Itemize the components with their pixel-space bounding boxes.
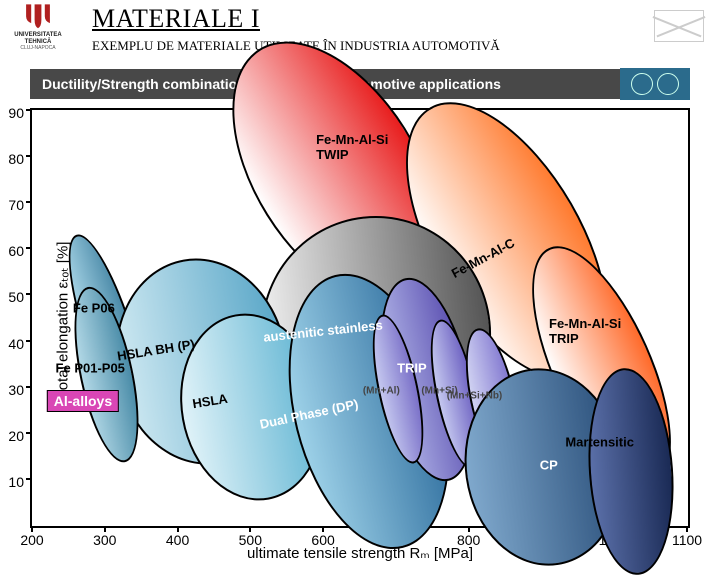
y-tick-label: 10 bbox=[8, 474, 24, 490]
envelope-icon bbox=[654, 10, 704, 42]
x-axis-label: ultimate tensile strength Rₘ [MPa] bbox=[247, 544, 473, 562]
university-logo: UNIVERSITATEA TEHNICĂ CLUJ-NAPOCA bbox=[8, 4, 68, 54]
region-martensitic bbox=[582, 366, 680, 578]
x-tick-label: 400 bbox=[166, 532, 189, 548]
y-tick-label: 30 bbox=[8, 382, 24, 398]
logo-text-top: UNIVERSITATEA bbox=[14, 32, 61, 39]
y-tick-label: 80 bbox=[8, 151, 24, 167]
y-tick-label: 60 bbox=[8, 243, 24, 259]
y-tick-label: 40 bbox=[8, 336, 24, 352]
x-tick-label: 800 bbox=[457, 532, 480, 548]
x-tick-label: 600 bbox=[311, 532, 334, 548]
x-tick-label: 1100 bbox=[672, 532, 702, 548]
x-tick-label: 500 bbox=[239, 532, 262, 548]
logo-text-mid: TEHNICĂ bbox=[25, 39, 52, 46]
page-subtitle: EXEMPLU DE MATERIALE UTILIZATE ÎN INDUST… bbox=[92, 38, 654, 54]
y-tick-label: 20 bbox=[8, 428, 24, 444]
chart-plot-area: total elongation εₜₒₜ [%] ultimate tensi… bbox=[30, 108, 690, 528]
al-alloys-label: Al-alloys bbox=[47, 390, 119, 412]
y-tick-label: 70 bbox=[8, 197, 24, 213]
x-tick-label: 200 bbox=[20, 532, 43, 548]
x-tick-label: 300 bbox=[93, 532, 116, 548]
y-tick-label: 90 bbox=[8, 105, 24, 121]
logo-text-sub: CLUJ-NAPOCA bbox=[20, 45, 55, 51]
y-tick-label: 50 bbox=[8, 289, 24, 305]
page-header: UNIVERSITATEA TEHNICĂ CLUJ-NAPOCA MATERI… bbox=[0, 0, 720, 64]
chart-banner-logo bbox=[620, 68, 690, 100]
page-title: MATERIALE I bbox=[92, 4, 654, 34]
